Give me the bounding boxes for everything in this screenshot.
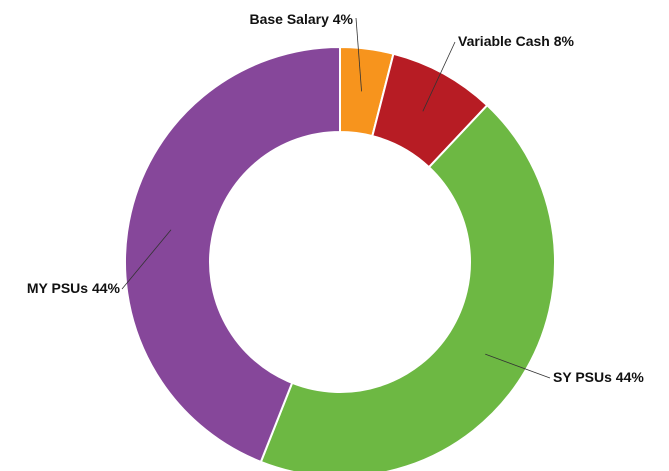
slice-label: Variable Cash 8% [458,33,575,49]
leader-line [485,353,551,379]
donut-slice [124,45,341,464]
slice-label-name: Variable Cash [458,33,550,49]
slice-label-name: MY PSUs [27,280,88,296]
slice-label-value: 4% [333,11,354,27]
slice-label-value: 44% [92,280,121,296]
slice-label: MY PSUs 44% [27,280,121,296]
leader-line [355,17,362,92]
slice-label-name: Base Salary [249,11,329,27]
slice-label-name: SY PSUs [553,369,612,385]
leader-line [121,229,172,290]
donut-slice [259,103,556,471]
slice-label: Base Salary 4% [249,11,353,27]
leader-line [422,41,456,112]
slice-label-value: 8% [554,33,575,49]
slice-label: SY PSUs 44% [553,369,644,385]
slice-label-value: 44% [616,369,645,385]
